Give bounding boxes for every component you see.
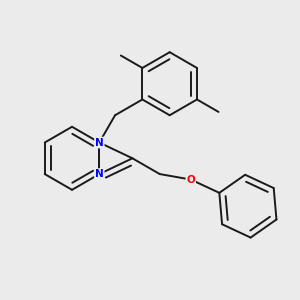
Text: N: N <box>95 169 104 179</box>
Text: N: N <box>95 137 104 148</box>
Text: O: O <box>186 175 195 184</box>
